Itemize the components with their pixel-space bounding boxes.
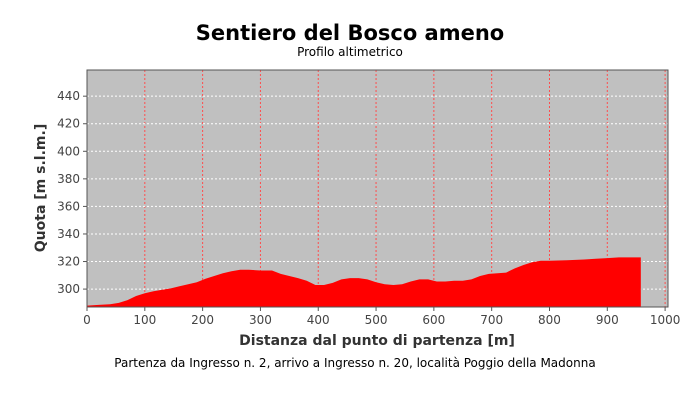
x-tick-label: 1000 (650, 313, 681, 327)
y-tick-label: 340 (57, 227, 80, 241)
x-tick-label: 300 (249, 313, 272, 327)
y-tick-label: 300 (57, 282, 80, 296)
x-tick-label: 200 (191, 313, 214, 327)
y-tick-label: 440 (57, 89, 80, 103)
y-tick-label: 360 (57, 199, 80, 213)
y-tick-label: 380 (57, 172, 80, 186)
x-tick-label: 500 (365, 313, 388, 327)
x-tick-label: 600 (422, 313, 445, 327)
chart-caption: Partenza da Ingresso n. 2, arrivo a Ingr… (114, 356, 595, 370)
x-tick-label: 100 (133, 313, 156, 327)
y-axis-ticks: 300 320 340 360 380 400 420 440 (57, 89, 87, 296)
plot-border (86, 69, 669, 308)
x-axis-label: Distanza dal punto di partenza [m] (239, 333, 515, 349)
x-axis-ticks: 0 100 200 300 400 500 600 700 800 900 1000 (83, 307, 680, 327)
y-tick-label: 400 (57, 144, 80, 158)
y-axis-label: Quota [m s.l.m.] (33, 124, 49, 252)
x-tick-label: 900 (596, 313, 619, 327)
x-tick-label: 400 (307, 313, 330, 327)
chart-subtitle: Profilo altimetrico (297, 45, 403, 59)
x-tick-label: 0 (83, 313, 91, 327)
chart-title: Sentiero del Bosco ameno (196, 21, 504, 45)
x-tick-label: 700 (480, 313, 503, 327)
x-tick-label: 800 (538, 313, 561, 327)
y-tick-label: 320 (57, 255, 80, 269)
y-tick-label: 420 (57, 117, 80, 131)
elevation-area (87, 257, 641, 307)
